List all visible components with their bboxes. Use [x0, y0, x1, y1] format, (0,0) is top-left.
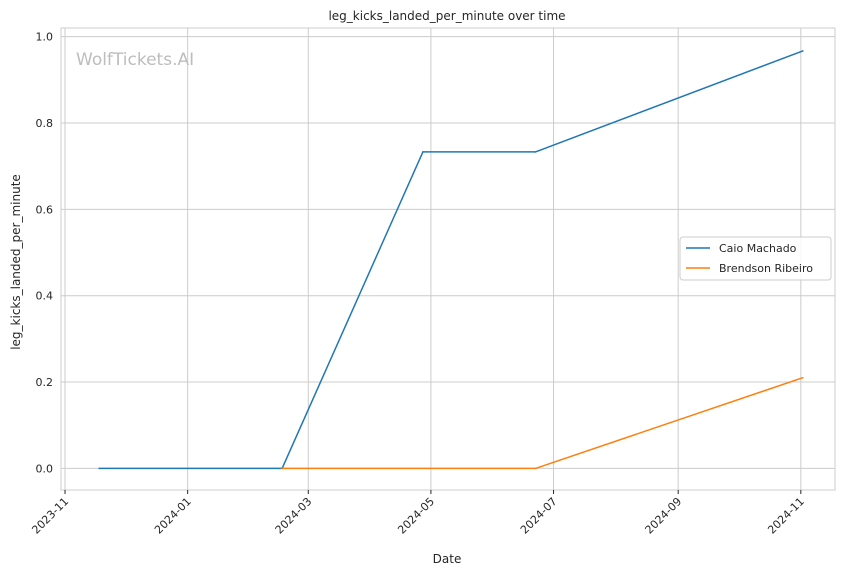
y-tick-label: 0.8	[36, 117, 54, 130]
watermark: WolfTickets.AI	[76, 50, 194, 70]
legend: Caio Machado Brendson Ribeiro	[679, 236, 832, 281]
legend-frame	[679, 236, 832, 281]
data-point-caio-machado	[802, 50, 804, 52]
y-tick-label: 0.6	[36, 203, 54, 216]
series-lines	[98, 50, 804, 470]
y-tick-labels: 0.0 0.2 0.4 0.6 0.8 1.0	[36, 31, 54, 476]
y-tick-label: 0.0	[36, 462, 54, 475]
data-point-brendson-ribeiro	[802, 376, 804, 379]
x-axis-title: Date	[433, 552, 462, 566]
y-tick-label: 1.0	[36, 31, 54, 44]
data-point-caio-machado	[98, 467, 100, 470]
plot-area-frame	[60, 27, 836, 491]
chart-title: leg_kicks_landed_per_minute over time	[328, 9, 565, 23]
y-axis-title: leg_kicks_landed_per_minute	[9, 174, 23, 350]
data-point-brendson-ribeiro	[534, 467, 537, 470]
y-tick-label: 0.4	[36, 290, 54, 303]
data-point-caio-machado	[534, 151, 537, 153]
legend-label-caio-machado: Caio Machado	[719, 242, 797, 255]
y-tick-label: 0.2	[36, 376, 54, 389]
data-point-brendson-ribeiro	[281, 467, 283, 470]
data-point-caio-machado	[422, 151, 424, 153]
legend-label-brendson-ribeiro: Brendson Ribeiro	[719, 262, 813, 275]
